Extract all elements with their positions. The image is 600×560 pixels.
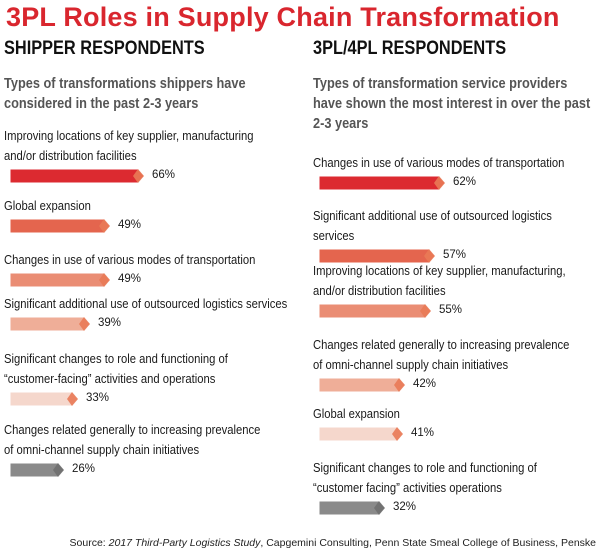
bar-tip-marker — [434, 176, 445, 190]
bar-graphic — [9, 218, 111, 234]
shipper-heading: SHIPPER RESPONDENTS — [4, 38, 205, 59]
bar-item: Changes related generally to increasing … — [4, 420, 294, 478]
bar-tip-marker — [420, 304, 431, 318]
bar-row: 26% — [4, 462, 294, 478]
bar-row: 42% — [313, 377, 598, 393]
bar — [318, 426, 404, 442]
bar-value-label: 49% — [118, 273, 142, 285]
bar — [9, 168, 145, 184]
bar-value-label: 42% — [413, 378, 437, 390]
bar-graphic — [318, 377, 406, 393]
bar-value-label: 41% — [411, 427, 435, 439]
bar-category-label: Improving locations of key supplier, man… — [313, 264, 566, 298]
bar-item: Changes in use of various modes of trans… — [313, 153, 598, 191]
bar-item: Significant changes to role and function… — [4, 349, 294, 407]
bar-category-label: Significant additional use of outsourced… — [313, 209, 552, 243]
bar-category-label: Changes related generally to increasing … — [4, 423, 261, 457]
bar — [9, 218, 111, 234]
bar-value-label: 55% — [439, 304, 463, 316]
bar-row: 49% — [4, 218, 294, 234]
source-rest: , Capgemini Consulting, Penn State Smeal… — [260, 537, 596, 549]
bar-row: 41% — [313, 426, 598, 442]
bar-graphic — [318, 175, 446, 191]
bar-value-label: 26% — [72, 463, 96, 475]
bar — [9, 272, 111, 288]
bar-value-label: 33% — [86, 392, 110, 404]
bar-category-label: Significant changes to role and function… — [4, 352, 228, 386]
bar-graphic — [318, 426, 404, 442]
bar-tip-marker — [424, 249, 435, 263]
bar-item: Significant additional use of outsourced… — [4, 294, 294, 332]
bar-category-label: Changes related generally to increasing … — [313, 338, 570, 372]
bar-item: Changes in use of various modes of trans… — [4, 250, 294, 288]
bar-tip-marker — [374, 501, 385, 515]
bar-value-label: 49% — [118, 219, 142, 231]
bar-row: 55% — [313, 303, 598, 319]
bar-tip-marker — [53, 463, 64, 477]
bar-category-label: Changes in use of various modes of trans… — [313, 156, 565, 170]
bar-tip-marker — [79, 317, 90, 331]
chart-title: 3PL Roles in Supply Chain Transformation — [6, 2, 560, 32]
bar-item: Improving locations of key supplier, man… — [4, 126, 294, 184]
bar — [318, 303, 432, 319]
bar-tip-marker — [99, 219, 110, 233]
bar-value-label: 32% — [393, 501, 417, 513]
bar-item: Significant changes to role and function… — [313, 458, 598, 516]
bar-item: Global expansion 41% — [313, 404, 598, 442]
source-prefix: Source: — [69, 537, 109, 549]
bar-tip-marker — [133, 169, 144, 183]
bar-graphic — [318, 248, 436, 264]
bar-value-label: 39% — [98, 317, 122, 329]
bar-graphic — [9, 462, 65, 478]
shipper-panel: SHIPPER RESPONDENTS Types of transformat… — [4, 38, 294, 478]
bar-row: 62% — [313, 175, 598, 191]
bar-value-label: 57% — [443, 249, 467, 261]
bar-value-label: 66% — [152, 169, 176, 181]
bar-graphic — [9, 168, 145, 184]
bar-category-label: Changes in use of various modes of trans… — [4, 253, 256, 267]
bar-category-label: Significant changes to role and function… — [313, 461, 537, 495]
bar-category-label: Improving locations of key supplier, man… — [4, 129, 254, 163]
bar-graphic — [318, 303, 432, 319]
bar — [318, 175, 446, 191]
source-study: 2017 Third-Party Logistics Study — [108, 537, 261, 549]
provider-heading: 3PL/4PL RESPONDENTS — [313, 38, 507, 59]
bar-category-label: Global expansion — [313, 407, 400, 421]
bar-value-label: 62% — [453, 176, 477, 188]
bar — [318, 377, 406, 393]
bar-graphic — [9, 272, 111, 288]
bar-item: Global expansion 49% — [4, 196, 294, 234]
bar-category-label: Significant additional use of outsourced… — [4, 297, 288, 311]
bar-graphic — [9, 316, 91, 332]
provider-subtitle: Types of transformation service provider… — [313, 76, 591, 132]
bar-row: 57% — [313, 248, 598, 264]
bar-item: Significant additional use of outsourced… — [313, 206, 598, 264]
bar-tip-marker — [394, 378, 405, 392]
source-note: Source: 2017 Third-Party Logistics Study… — [0, 537, 596, 549]
bar-row: 39% — [4, 316, 294, 332]
bar-tip-marker — [99, 273, 110, 287]
bar-graphic — [318, 500, 386, 516]
bar-row: 49% — [4, 272, 294, 288]
bar — [9, 316, 91, 332]
bar-tip-marker — [67, 392, 78, 406]
bar-tip-marker — [392, 427, 403, 441]
bar-item: Changes related generally to increasing … — [313, 335, 598, 393]
bar-row: 33% — [4, 391, 294, 407]
bar-graphic — [9, 391, 79, 407]
bar-item: Improving locations of key supplier, man… — [313, 261, 598, 319]
bar-category-label: Global expansion — [4, 199, 91, 213]
shipper-subtitle: Types of transformations shippers have c… — [4, 76, 246, 112]
bar-row: 32% — [313, 500, 598, 516]
provider-panel: 3PL/4PL RESPONDENTS Types of transformat… — [313, 38, 598, 516]
bar-row: 66% — [4, 168, 294, 184]
